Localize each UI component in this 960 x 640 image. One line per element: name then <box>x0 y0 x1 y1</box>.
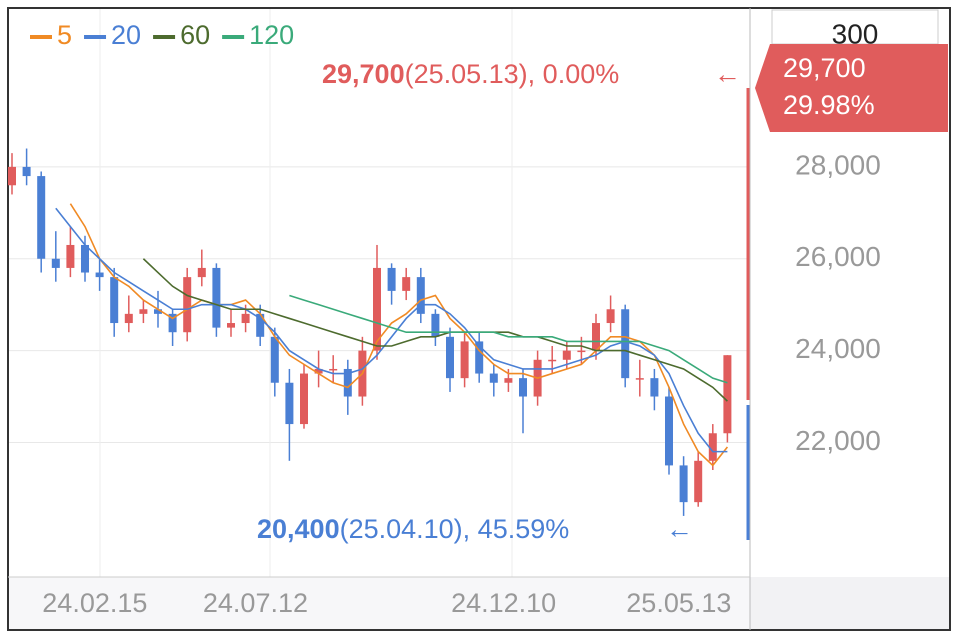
legend-label: 120 <box>249 20 294 50</box>
candle-body <box>489 373 498 383</box>
legend-label: 20 <box>111 20 141 50</box>
candle-body <box>460 341 469 379</box>
candle-body <box>577 350 586 353</box>
candle-body <box>95 272 104 278</box>
candle-body <box>197 267 206 278</box>
legend-label: 5 <box>57 20 72 50</box>
candle-body <box>650 378 659 397</box>
x-tick-label: 24.12.10 <box>451 588 556 618</box>
grid <box>8 8 750 577</box>
max-annotation: 29,700(25.05.13), 0.00% ← <box>322 59 741 89</box>
min-annotation: 20,400(25.04.10), 45.59% ← <box>257 514 693 544</box>
candle-body <box>416 277 425 314</box>
ma-line <box>142 258 728 402</box>
candle-body <box>256 313 265 337</box>
candle-body <box>606 309 615 324</box>
min-detail: (25.04.10), 45.59% <box>340 514 570 544</box>
candle-body <box>446 336 454 379</box>
price-tag-price: 29,700 <box>783 53 866 83</box>
x-tick-label: 25.05.13 <box>626 588 731 618</box>
max-price: 29,700 <box>322 59 405 89</box>
y-tick-label: 24,000 <box>795 333 881 364</box>
candle-body <box>8 166 16 186</box>
candle-body <box>81 244 89 273</box>
candle-body <box>66 244 75 268</box>
candle-body <box>51 258 60 268</box>
candle-body <box>124 313 133 324</box>
candle-body <box>329 368 338 371</box>
candle-body <box>37 176 46 259</box>
candle-body <box>343 368 352 397</box>
max-detail: (25.05.13), 0.00% <box>405 59 620 89</box>
frame <box>7 7 951 631</box>
max-arrow: ← <box>714 59 741 89</box>
ma-line <box>55 207 728 453</box>
legend-label: 60 <box>180 20 210 50</box>
candle-body <box>373 267 381 351</box>
candle-body <box>227 323 235 328</box>
candle-body <box>139 309 148 314</box>
candle-body <box>314 368 323 374</box>
candle-body <box>300 373 308 425</box>
candle-body <box>621 309 630 379</box>
corner-panel <box>750 577 950 630</box>
y-tick-label: 28,000 <box>795 149 881 180</box>
candle-body <box>548 359 557 362</box>
candle-body <box>110 277 119 324</box>
candle-body <box>431 313 440 337</box>
candle-body <box>402 277 411 291</box>
candle-body <box>212 267 221 328</box>
x-axis-panel <box>8 577 750 630</box>
candle-body <box>241 313 250 324</box>
ma-line <box>69 203 729 467</box>
candle-body <box>475 341 484 374</box>
candle-body <box>723 355 732 434</box>
candle-body <box>154 309 162 314</box>
ma-line <box>289 294 728 384</box>
candle-body <box>592 323 600 351</box>
price-tag-change: 29.98% <box>783 90 875 120</box>
candle-body <box>679 465 688 503</box>
candle-body <box>387 267 396 291</box>
candle-body <box>562 350 571 360</box>
x-tick-label: 24.07.12 <box>203 588 308 618</box>
candle-body <box>168 313 177 333</box>
candle-body <box>270 336 279 383</box>
candle-body <box>635 378 644 380</box>
min-price: 20,400 <box>257 514 340 544</box>
candle-body <box>519 378 527 397</box>
y-tick-label: 22,000 <box>795 425 881 456</box>
price-tag <box>755 44 948 132</box>
x-tick-label: 24.02.15 <box>42 588 147 618</box>
min-arrow: ← <box>666 514 693 544</box>
candle-body <box>694 460 703 503</box>
candle-body <box>504 378 513 383</box>
y-tick-label: 26,000 <box>795 241 881 272</box>
candle-body <box>285 382 294 425</box>
candle-body <box>183 277 192 333</box>
candle-body <box>22 166 31 177</box>
candle-body <box>708 433 717 461</box>
candle-body <box>665 396 673 466</box>
